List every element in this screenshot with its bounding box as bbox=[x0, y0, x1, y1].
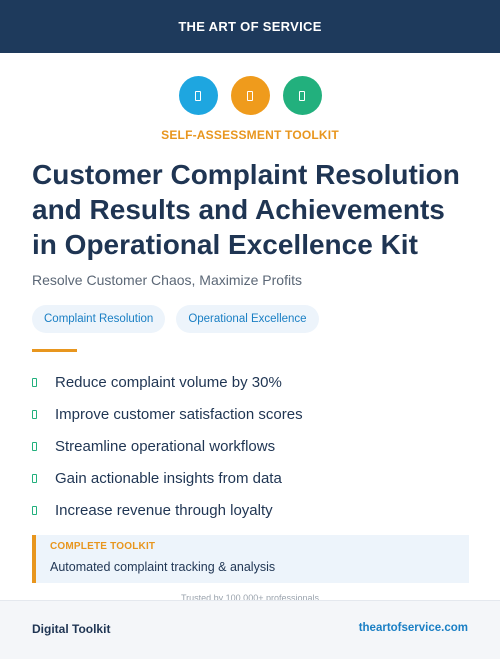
trusted-note: Trusted by 100,000+ professionals bbox=[180, 593, 319, 600]
check-icon bbox=[32, 409, 37, 419]
footer-label: Digital Toolkit bbox=[32, 622, 111, 636]
page-title: Customer Complaint Resolution and Result… bbox=[32, 159, 460, 260]
tag-list: Complaint Resolution Operational Excelle… bbox=[32, 305, 319, 333]
list-item: Increase revenue through loyalty bbox=[32, 494, 303, 526]
benefit-text: Improve customer satisfaction scores bbox=[55, 405, 303, 423]
check-icon bbox=[32, 505, 37, 515]
icon-row bbox=[0, 76, 500, 115]
blue-badge-icon bbox=[178, 76, 218, 115]
list-item: Reduce complaint volume by 30% bbox=[32, 366, 303, 398]
top-banner: THE ART OF SERVICE bbox=[0, 0, 500, 53]
check-icon bbox=[32, 473, 37, 483]
website-link[interactable]: theartofservice.com bbox=[358, 622, 468, 634]
list-item: Streamline operational workflows bbox=[32, 430, 303, 462]
tag-complaint-resolution[interactable]: Complaint Resolution bbox=[32, 305, 166, 333]
brand-name: THE ART OF SERVICE bbox=[178, 19, 322, 34]
benefit-list: Reduce complaint volume by 30% Improve c… bbox=[32, 366, 303, 526]
orange-badge-icon bbox=[230, 76, 270, 115]
benefit-text: Increase revenue through loyalty bbox=[55, 501, 273, 519]
benefit-text: Gain actionable insights from data bbox=[55, 469, 282, 487]
check-icon bbox=[32, 441, 37, 451]
footer: Digital Toolkit theartofservice.com bbox=[0, 600, 500, 659]
benefit-text: Reduce complaint volume by 30% bbox=[55, 373, 282, 391]
subtitle: Resolve Customer Chaos, Maximize Profits bbox=[32, 272, 302, 288]
callout-label: COMPLETE TOOLKIT bbox=[50, 541, 156, 552]
list-item: Gain actionable insights from data bbox=[32, 462, 303, 494]
tag-operational-excellence[interactable]: Operational Excellence bbox=[176, 305, 319, 333]
eyebrow-label: SELF-ASSESSMENT TOOLKIT bbox=[161, 128, 339, 142]
accent-divider bbox=[32, 349, 77, 352]
check-icon bbox=[32, 377, 37, 387]
green-badge-icon bbox=[282, 76, 322, 115]
toolkit-callout: COMPLETE TOOLKIT Automated complaint tra… bbox=[32, 535, 469, 583]
callout-text: Automated complaint tracking & analysis bbox=[50, 560, 276, 574]
benefit-text: Streamline operational workflows bbox=[55, 437, 276, 455]
list-item: Improve customer satisfaction scores bbox=[32, 398, 303, 430]
